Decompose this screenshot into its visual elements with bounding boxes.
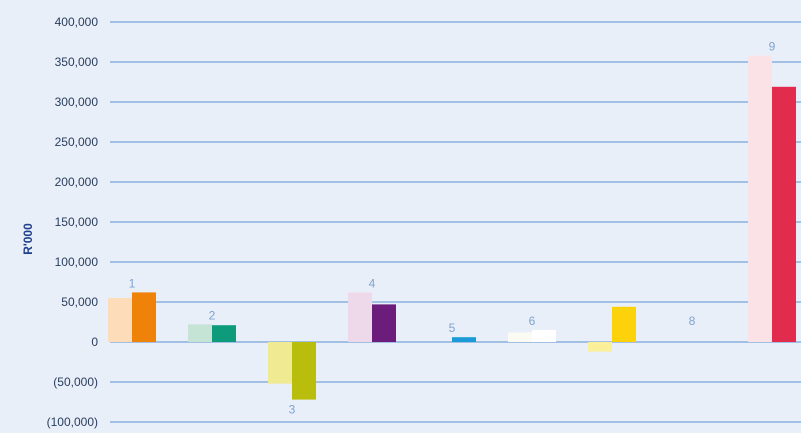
category-labels: 1 2 3 4 5 6 8 9 xyxy=(129,40,776,417)
bar-6-s1 xyxy=(508,332,532,342)
category-label: 8 xyxy=(689,314,696,328)
y-tick-label: 400,000 xyxy=(55,15,99,29)
category-label: 1 xyxy=(129,276,136,290)
bar-5-s2 xyxy=(452,337,476,342)
category-label: 9 xyxy=(769,40,776,54)
y-tick-label: 350,000 xyxy=(55,55,99,69)
y-tick-label: 50,000 xyxy=(61,295,98,309)
bar-3-s1 xyxy=(268,342,292,384)
y-axis-ticks: 400,000 350,000 300,000 250,000 200,000 150,0… xyxy=(47,15,99,429)
category-label: 2 xyxy=(209,308,216,322)
bar-4-s2 xyxy=(372,304,396,342)
bar-7-s1 xyxy=(588,342,612,352)
y-tick-label: 150,000 xyxy=(55,215,99,229)
category-label: 5 xyxy=(449,321,456,335)
y-tick-label: (50,000) xyxy=(53,375,98,389)
bar-2-s1 xyxy=(188,324,212,342)
bars xyxy=(108,55,796,400)
bar-7-s2 xyxy=(612,306,636,342)
y-tick-label: 300,000 xyxy=(55,95,99,109)
y-tick-label: (100,000) xyxy=(47,415,98,429)
y-tick-label: 0 xyxy=(91,335,98,349)
y-tick-label: 200,000 xyxy=(55,175,99,189)
bar-1-s1 xyxy=(108,298,132,342)
bar-9-s2 xyxy=(772,86,796,342)
bar-4-s1 xyxy=(348,292,372,342)
y-axis-label: R'000 xyxy=(21,223,35,255)
category-label: 4 xyxy=(369,276,376,290)
category-label: 6 xyxy=(529,314,536,328)
grid-lines xyxy=(110,21,801,423)
category-label: 3 xyxy=(289,403,296,417)
bar-6-s2 xyxy=(532,330,556,342)
bar-1-s2 xyxy=(132,292,156,342)
bar-3-s2 xyxy=(292,342,316,400)
bar-9-s1 xyxy=(748,55,772,342)
bar-2-s2 xyxy=(212,325,236,342)
y-tick-label: 250,000 xyxy=(55,135,99,149)
y-tick-label: 100,000 xyxy=(55,255,99,269)
